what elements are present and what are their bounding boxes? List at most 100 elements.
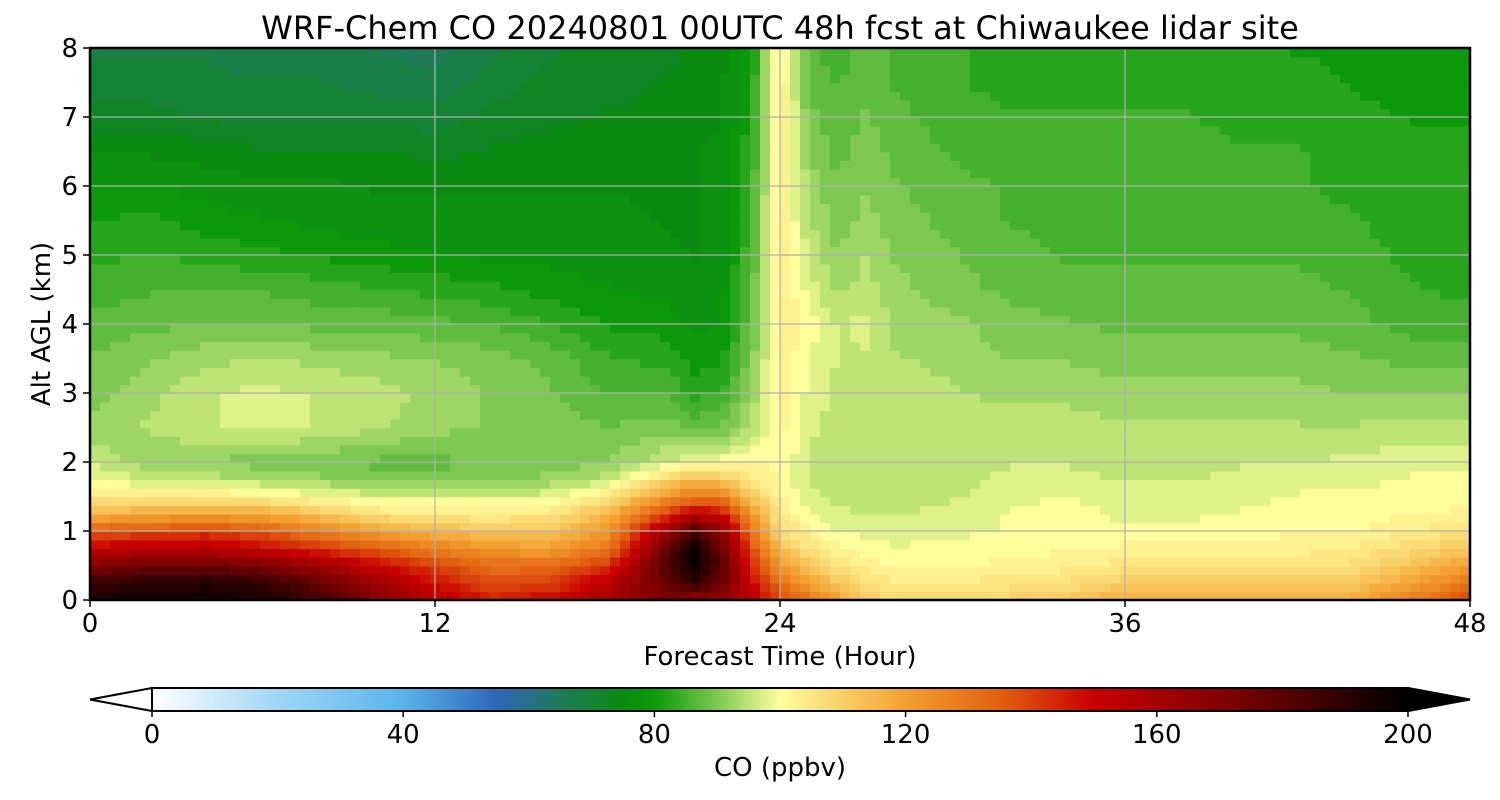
heatmap-cell bbox=[250, 531, 261, 541]
heatmap-cell bbox=[840, 444, 851, 455]
heatmap-cell bbox=[140, 418, 151, 429]
heatmap-cell bbox=[720, 496, 731, 506]
heatmap-cell bbox=[1330, 418, 1341, 429]
heatmap-cell bbox=[1100, 531, 1111, 541]
heatmap-cell bbox=[1220, 298, 1231, 308]
heatmap-cell bbox=[230, 341, 241, 351]
heatmap-cell bbox=[1230, 436, 1241, 446]
heatmap-cell bbox=[1430, 556, 1441, 567]
heatmap-cell bbox=[1360, 306, 1371, 317]
heatmap-cell bbox=[280, 531, 291, 541]
heatmap-cell bbox=[570, 384, 581, 394]
heatmap-cell bbox=[520, 496, 531, 506]
heatmap-cell bbox=[1390, 410, 1401, 420]
heatmap-cell bbox=[740, 315, 751, 325]
heatmap-cell bbox=[910, 513, 921, 524]
heatmap-cell bbox=[1220, 574, 1231, 584]
heatmap-cell bbox=[230, 358, 241, 368]
heatmap-cell bbox=[1240, 462, 1251, 472]
heatmap-cell bbox=[910, 393, 921, 403]
heatmap-cell bbox=[270, 332, 281, 343]
heatmap-cell bbox=[770, 298, 781, 308]
heatmap-cell bbox=[1130, 349, 1141, 360]
heatmap-cell bbox=[180, 574, 191, 584]
heatmap-cell bbox=[710, 367, 721, 377]
heatmap-cell bbox=[180, 349, 191, 360]
heatmap-cell bbox=[420, 349, 431, 360]
heatmap-cell bbox=[900, 513, 911, 524]
heatmap-cell bbox=[1370, 375, 1381, 386]
heatmap-cell bbox=[590, 341, 601, 351]
heatmap-cell bbox=[660, 470, 671, 481]
heatmap-cell bbox=[300, 298, 311, 308]
heatmap-cell bbox=[630, 565, 641, 575]
heatmap-cell bbox=[560, 410, 571, 420]
heatmap-cell bbox=[720, 453, 731, 463]
heatmap-cell bbox=[330, 591, 341, 600]
heatmap-cell bbox=[1190, 393, 1201, 403]
heatmap-cell bbox=[1010, 453, 1021, 463]
heatmap-cell bbox=[230, 436, 241, 446]
heatmap-cell bbox=[790, 341, 801, 351]
heatmap-cell bbox=[720, 522, 731, 532]
heatmap-cell bbox=[620, 384, 631, 394]
heatmap-cell bbox=[150, 384, 161, 394]
heatmap-cell bbox=[1110, 462, 1121, 472]
heatmap-cell bbox=[540, 505, 551, 515]
heatmap-cell bbox=[1070, 531, 1081, 541]
heatmap-cell bbox=[470, 418, 481, 429]
heatmap-cell bbox=[600, 574, 611, 584]
heatmap-cell bbox=[1060, 418, 1071, 429]
heatmap-cell bbox=[720, 298, 731, 308]
heatmap-cell bbox=[1320, 375, 1331, 386]
heatmap-cell bbox=[1030, 574, 1041, 584]
heatmap-cell bbox=[1390, 462, 1401, 472]
heatmap-cell bbox=[1380, 591, 1391, 600]
heatmap-cell bbox=[1020, 315, 1031, 325]
heatmap-cell bbox=[1400, 479, 1411, 489]
heatmap-cell bbox=[730, 548, 741, 558]
heatmap-cell bbox=[830, 470, 841, 481]
heatmap-cell bbox=[300, 582, 311, 593]
heatmap-cell bbox=[180, 341, 191, 351]
heatmap-cell bbox=[880, 332, 891, 343]
heatmap-cell bbox=[1110, 539, 1121, 550]
heatmap-cell bbox=[150, 401, 161, 412]
heatmap-cell bbox=[1290, 487, 1301, 498]
heatmap-cell bbox=[390, 358, 401, 368]
heatmap-cell bbox=[400, 436, 411, 446]
heatmap-cell bbox=[440, 444, 451, 455]
heatmap-cell bbox=[720, 341, 731, 351]
heatmap-cell bbox=[260, 341, 271, 351]
heatmap-cell bbox=[160, 298, 171, 308]
heatmap-cell bbox=[130, 453, 141, 463]
heatmap-cell bbox=[200, 531, 211, 541]
heatmap-cell bbox=[580, 453, 591, 463]
heatmap-cell bbox=[1380, 574, 1391, 584]
heatmap-cell bbox=[1460, 505, 1470, 515]
heatmap-cell bbox=[420, 427, 431, 437]
heatmap-cell bbox=[210, 332, 221, 343]
heatmap-cell bbox=[860, 591, 871, 600]
heatmap-cell bbox=[1040, 306, 1051, 317]
heatmap-cell bbox=[210, 444, 221, 455]
heatmap-cell bbox=[960, 427, 971, 437]
heatmap-cell bbox=[620, 315, 631, 325]
heatmap-cell bbox=[940, 418, 951, 429]
heatmap-cell bbox=[720, 375, 731, 386]
heatmap-cell bbox=[340, 418, 351, 429]
heatmap-cell bbox=[470, 462, 481, 472]
heatmap-cell bbox=[590, 548, 601, 558]
heatmap-cell bbox=[1300, 505, 1311, 515]
heatmap-cell bbox=[960, 444, 971, 455]
heatmap-cell bbox=[540, 289, 551, 299]
heatmap-cell bbox=[740, 453, 751, 463]
heatmap-cell bbox=[350, 591, 361, 600]
heatmap-cell bbox=[1030, 539, 1041, 550]
heatmap-cell bbox=[1350, 393, 1361, 403]
heatmap-cell bbox=[1420, 358, 1431, 368]
heatmap-cell bbox=[450, 496, 461, 506]
heatmap-cell bbox=[550, 513, 561, 524]
heatmap-cell bbox=[230, 384, 241, 394]
heatmap-cell bbox=[1450, 582, 1461, 593]
